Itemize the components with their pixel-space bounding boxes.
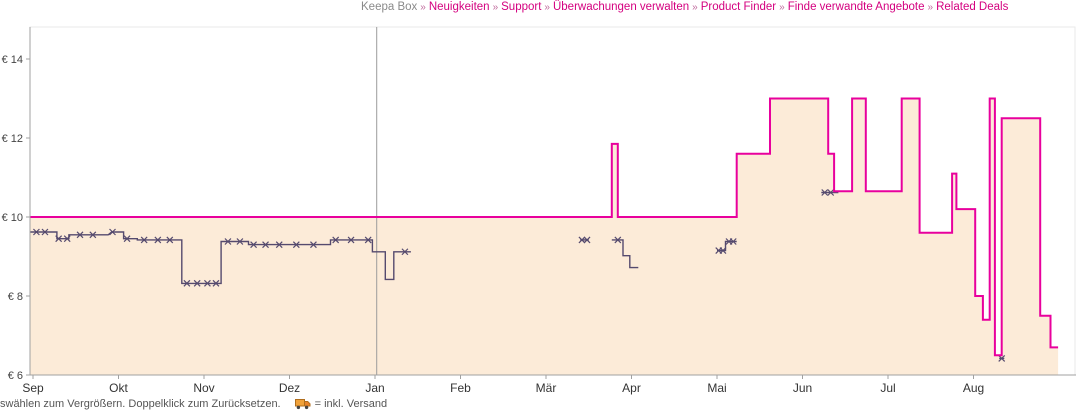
x-marker [310, 241, 317, 249]
x-marker [89, 231, 97, 239]
nav-item-überwachungen-verwalten[interactable]: Überwachungen verwalten [552, 1, 690, 13]
x-marker [614, 236, 622, 244]
x-axis-label: Aug [963, 381, 984, 395]
top-navigation: Keepa Box» Neuigkeiten» Support» Überwachun… [358, 0, 1011, 15]
zoom-hint-text: swählen zum Vergrößern. Doppelklick zum … [0, 398, 281, 410]
x-marker [719, 247, 727, 254]
nav-separator: » [420, 2, 426, 13]
shipping-legend: = inkl. Versand [294, 398, 388, 410]
new-price-line [30, 231, 411, 285]
x-marker [203, 279, 211, 287]
x-marker [32, 228, 40, 236]
x-marker [583, 236, 591, 244]
shipping-legend-text: = inkl. Versand [314, 398, 388, 410]
new-price-line [611, 239, 639, 269]
y-axis-label: € 14 [2, 54, 23, 66]
nav-separator: » [692, 2, 698, 13]
nav-item-support[interactable]: Support [501, 1, 542, 13]
buybox-line [30, 97, 1059, 357]
x-marker [347, 236, 355, 244]
chart-footer: swählen zum Vergrößern. Doppelklick zum … [0, 397, 1076, 411]
x-axis-label: Mär [536, 381, 557, 395]
x-marker [76, 231, 84, 239]
new-price-line [717, 240, 737, 252]
x-marker [183, 279, 191, 287]
x-marker [821, 189, 829, 196]
x-axis-label: Apr [622, 381, 641, 395]
x-axis-label: Jun [793, 381, 812, 395]
nav-item-product-finder[interactable]: Product Finder [700, 1, 777, 13]
x-marker [41, 228, 49, 236]
x-marker [166, 236, 174, 244]
nav-separator: » [544, 2, 550, 13]
x-marker [140, 236, 148, 244]
nav-separator: » [779, 2, 785, 13]
x-axis-label: Sep [22, 381, 44, 395]
x-marker [212, 279, 220, 287]
x-marker [250, 241, 258, 249]
nav-item-finde-verwandte-angebote[interactable]: Finde verwandte Angebote [787, 1, 925, 13]
x-axis-label: Feb [450, 381, 471, 395]
x-marker [292, 241, 300, 249]
x-marker [154, 236, 162, 244]
x-marker [109, 228, 116, 236]
nav-item-keepa-box[interactable]: Keepa Box [361, 1, 418, 13]
shipping-truck-icon [294, 399, 311, 410]
y-axis-label: € 8 [8, 291, 23, 303]
buybox-area [30, 98, 1059, 375]
x-axis-label: Okt [109, 381, 128, 395]
x-marker [262, 241, 269, 249]
x-marker [729, 238, 737, 245]
x-marker [55, 235, 63, 243]
nav-item-related-deals[interactable]: Related Deals [936, 1, 1009, 13]
x-axis-label: Nov [193, 381, 214, 395]
price-history-chart[interactable]: € 6 € 8 € 10 € 12 € 14 Sep Okt Nov Dez Jan Feb Mär A… [0, 0, 1076, 397]
x-axis-label: Jul [880, 381, 895, 395]
x-marker [998, 354, 1006, 362]
x-marker [224, 238, 232, 245]
x-marker [63, 235, 71, 243]
chart-canvas[interactable]: € 6 € 8 € 10 € 12 € 14 Sep Okt Nov Dez Jan Feb Mär A… [0, 0, 1076, 397]
x-marker [332, 236, 340, 244]
x-marker [236, 238, 244, 245]
x-axis-label: Mai [707, 381, 726, 395]
x-axis-label: Dez [279, 381, 300, 395]
x-marker [123, 235, 131, 243]
x-marker [193, 279, 201, 287]
x-marker [401, 248, 409, 256]
x-marker [364, 236, 372, 244]
y-axis-label: € 6 [8, 370, 23, 382]
nav-separator: » [492, 2, 499, 13]
x-axis-label: Jan [365, 381, 384, 395]
y-axis-label: € 10 [2, 212, 23, 224]
x-marker [827, 189, 835, 196]
x-marker [275, 241, 283, 249]
nav-item-neuigkeiten[interactable]: Neuigkeiten [428, 1, 490, 13]
nav-separator: » [927, 2, 934, 13]
y-axis-label: € 12 [2, 133, 23, 145]
x-marker [578, 236, 586, 244]
